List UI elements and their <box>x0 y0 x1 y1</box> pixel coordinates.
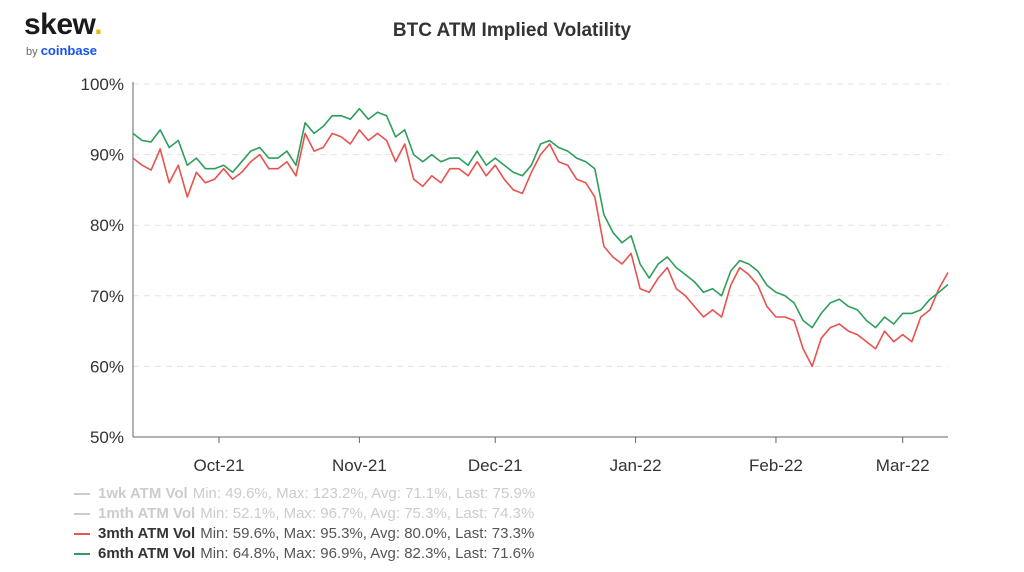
legend-name-1wk: 1wk ATM Vol <box>98 485 188 502</box>
x-tick-label: Dec-21 <box>468 456 523 475</box>
logo-wordmark: skew. <box>24 8 103 41</box>
grid-layer <box>133 83 948 367</box>
x-tick-label: Jan-22 <box>610 456 662 475</box>
logo-by: by <box>26 46 38 58</box>
legend-stats-3mth: Min: 59.6%, Max: 95.3%, Avg: 80.0%, Last… <box>200 525 535 542</box>
legend-name-3mth: 3mth ATM Vol <box>98 525 196 542</box>
series-layer <box>132 107 949 368</box>
legend-swatch-1mth <box>74 513 90 515</box>
legend-name-1mth: 1mth ATM Vol <box>98 505 196 522</box>
y-tick-label: 70% <box>90 287 124 306</box>
axis-layer: 50% 60% 70% 80% 90% 100% Oct-21 Nov-21 Dec-21 Jan… <box>81 75 948 475</box>
x-tick-label: Feb-22 <box>749 456 803 475</box>
y-tick-label: 60% <box>90 357 124 376</box>
series-line-3mth <box>132 129 949 368</box>
coinbase-brand: coinbase <box>40 43 98 58</box>
legend-item-6mth[interactable]: 6mth ATM Vol Min: 64.8%, Max: 96.9%, Avg… <box>74 544 535 564</box>
legend-item-3mth[interactable]: 3mth ATM Vol Min: 59.6%, Max: 95.3%, Avg… <box>74 524 535 544</box>
chart-title: BTC ATM Implied Volatility <box>392 20 632 41</box>
legend-swatch-6mth <box>74 553 90 555</box>
legend: 1wk ATM Vol Min: 49.6%, Max: 123.2%, Avg… <box>74 484 535 564</box>
logo-byline: by coinbase <box>26 43 97 58</box>
y-tick-label: 100% <box>81 75 124 94</box>
y-tick-label: 90% <box>90 146 124 165</box>
legend-swatch-1wk <box>74 493 90 495</box>
legend-stats-1wk: Min: 49.6%, Max: 123.2%, Avg: 71.1%, Las… <box>192 485 536 502</box>
skew-logo: skew. by coinbase <box>24 8 103 58</box>
series-line-6mth <box>132 107 949 329</box>
x-tick-label: Oct-21 <box>194 456 245 475</box>
x-tick-label: Mar-22 <box>876 456 930 475</box>
legend-item-1wk[interactable]: 1wk ATM Vol Min: 49.6%, Max: 123.2%, Avg… <box>74 484 535 504</box>
y-tick-label: 50% <box>90 428 124 447</box>
legend-stats-1mth: Min: 52.1%, Max: 96.7%, Avg: 75.3%, Last… <box>200 505 535 522</box>
x-tick-label: Nov-21 <box>332 456 387 475</box>
y-tick-label: 80% <box>90 216 124 235</box>
legend-item-1mth[interactable]: 1mth ATM Vol Min: 52.1%, Max: 96.7%, Avg… <box>74 504 535 524</box>
legend-name-6mth: 6mth ATM Vol <box>98 545 196 562</box>
legend-stats-6mth: Min: 64.8%, Max: 96.9%, Avg: 82.3%, Last… <box>200 545 535 562</box>
legend-swatch-3mth <box>74 533 90 535</box>
